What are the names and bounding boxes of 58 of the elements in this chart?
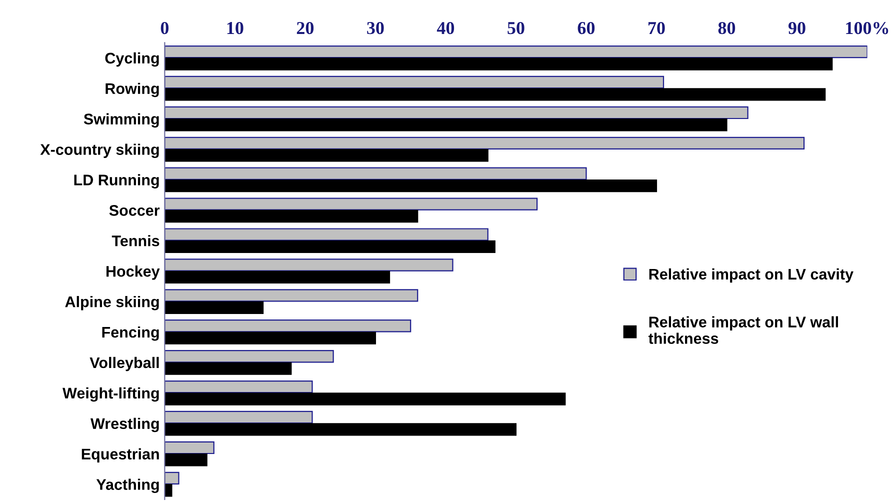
y-tick-label: Hockey (106, 266, 160, 280)
bar (164, 258, 454, 272)
y-tick-label: Fencing (102, 326, 159, 341)
bar (164, 136, 805, 150)
bar (164, 228, 488, 241)
x-tick-label: 100% (846, 22, 888, 34)
y-tick-label: Tennis (112, 235, 160, 246)
y-tick-label: Alpine skiing (65, 296, 159, 310)
x-tick-label: 60 (578, 22, 595, 34)
bar (164, 484, 172, 497)
bar (164, 198, 538, 210)
y-tick-label: Cycling (105, 52, 159, 67)
bar (164, 118, 728, 132)
x-tick-label: 50 (508, 22, 524, 34)
bar (164, 454, 208, 466)
bar (164, 149, 488, 162)
y-tick-label: Volleyball (90, 356, 159, 372)
bar (164, 410, 313, 424)
bar (164, 320, 412, 332)
bar (164, 106, 748, 120)
bar (164, 472, 180, 485)
bar (164, 210, 418, 223)
y-tick-label: Rowing (106, 82, 159, 98)
bar (164, 58, 833, 70)
y-tick-label: Equestrian (82, 448, 159, 463)
bar (164, 441, 214, 454)
bar (164, 240, 496, 254)
bar (164, 350, 334, 363)
x-tick-label: 40 (436, 22, 454, 34)
x-tick-label: 30 (367, 22, 384, 34)
bar (164, 301, 264, 314)
legend-label: Relative impact on LV wall thickness (648, 316, 838, 344)
bar (164, 270, 390, 284)
y-tick-label: Soccer (109, 205, 160, 216)
x-tick-label: 70 (648, 22, 665, 34)
y-tick-label: Weight-lifting (62, 387, 159, 402)
bar (164, 167, 587, 180)
y-tick-label: LD Running (74, 174, 159, 188)
bar (164, 179, 658, 192)
bar (164, 289, 418, 302)
x-tick-label: 20 (296, 22, 314, 34)
x-tick-label: 80 (718, 22, 736, 34)
y-tick-label: X-country skiing (40, 144, 159, 158)
bar (164, 45, 868, 58)
x-tick-label: 90 (788, 22, 806, 34)
bar (164, 88, 826, 101)
x-tick-label: 0 (160, 22, 169, 34)
legend-label: Relative impact on LV cavity (649, 268, 854, 283)
y-tick-label: Yacthing (96, 478, 159, 494)
bar (164, 380, 313, 394)
bar (164, 362, 292, 375)
bar (164, 76, 664, 89)
y-tick-label: Swimming (84, 113, 159, 128)
bar (164, 332, 376, 344)
bar (164, 392, 566, 406)
x-tick-label: 10 (227, 22, 244, 34)
y-tick-label: Wrestling (90, 418, 159, 432)
bar (164, 423, 517, 436)
